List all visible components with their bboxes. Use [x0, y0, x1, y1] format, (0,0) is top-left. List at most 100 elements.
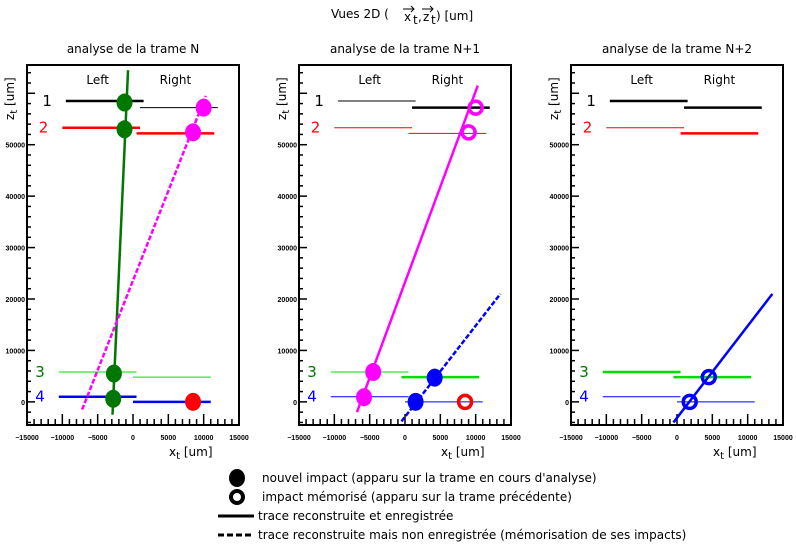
x-tick-label: −5000 — [88, 435, 108, 442]
impact-new — [185, 123, 202, 142]
x-tick-label: −15000 — [559, 435, 583, 442]
x-tick-label: −15000 — [287, 435, 311, 442]
impact-new — [105, 389, 122, 408]
x-tick-label: −10000 — [51, 435, 75, 442]
side-label-left: Left — [358, 73, 381, 87]
plane-4: 4 — [307, 388, 483, 406]
side-label-right: Right — [432, 73, 464, 87]
x-axis-label: xt [um] — [441, 445, 485, 462]
y-tick-label: 50000 — [550, 143, 570, 150]
plane-2: 2 — [583, 119, 759, 137]
impact-memorized — [456, 393, 474, 411]
title-z-sub: t — [431, 13, 436, 27]
impact-new — [407, 392, 424, 411]
x-tick-label: 0 — [403, 435, 407, 442]
y-axis-label-unit: [um] — [275, 77, 289, 109]
plane-label: 2 — [583, 119, 593, 137]
plane-label: 4 — [307, 388, 317, 406]
plot-frame — [26, 64, 240, 426]
plane-3: 3 — [579, 363, 752, 381]
impact-new — [195, 98, 212, 117]
title-x: x — [404, 10, 411, 24]
x-tick-label: 10000 — [738, 435, 758, 442]
plot-frame — [298, 64, 512, 426]
legend-label: nouvel impact (apparu sur la trame en co… — [262, 471, 597, 485]
y-tick-label: 10000 — [550, 348, 570, 355]
y-axis-label-unit: [um] — [3, 77, 17, 109]
impact-new — [426, 368, 443, 387]
y-axis-label-sub: t — [553, 110, 564, 114]
y-tick-label: 10000 — [6, 348, 26, 355]
open-circle-icon — [229, 489, 245, 505]
x-tick-label: −5000 — [360, 435, 380, 442]
title-z: z — [423, 10, 429, 24]
legend-item: trace reconstruite et enregistrée — [218, 509, 453, 523]
y-tick-label: 20000 — [6, 297, 26, 304]
x-axis-label: xt [um] — [169, 445, 213, 462]
y-tick-label: 0 — [565, 400, 569, 407]
panel-title: analyse de la trame N+1 — [330, 42, 480, 56]
plane-label: 2 — [39, 119, 49, 137]
title-suffix: ) [um] — [436, 9, 473, 23]
y-tick-label: 20000 — [550, 297, 570, 304]
track-dashed — [80, 95, 207, 411]
panel-title: analyse de la trame N — [67, 42, 199, 56]
vector-arrow-icon — [403, 5, 434, 13]
title-x-sub: t — [413, 13, 418, 27]
y-tick-label: 40000 — [550, 194, 570, 201]
x-axis-label-var: x — [169, 445, 176, 459]
plane-label: 1 — [314, 92, 324, 110]
impact-memorized — [460, 124, 477, 141]
impact-new — [185, 392, 202, 411]
x-tick-label: 10000 — [194, 435, 214, 442]
x-tick-label: −5000 — [632, 435, 652, 442]
panel-3: analyse de la trame N+2 −15000 −10000 −5000… — [547, 42, 793, 462]
plane-3: 3 — [307, 363, 480, 381]
panel-title: analyse de la trame N+2 — [602, 42, 752, 56]
y-tick-label: 0 — [21, 400, 25, 407]
plane-label: 1 — [42, 92, 52, 110]
plane-1: 1 — [314, 92, 490, 110]
impact-memorized — [681, 393, 698, 411]
track-dashed — [400, 293, 502, 423]
impact-new — [356, 388, 373, 407]
figure-title: Vues 2D ( x t , z t ) [um] — [331, 5, 473, 27]
impact-memorized — [467, 99, 484, 116]
panel-1: analyse de la trame N −15000 −10000 −5000 0 5… — [3, 42, 249, 462]
legend-label: trace reconstruite mais non enregistrée … — [258, 528, 686, 542]
plane-1: 1 — [586, 92, 762, 110]
x-tick-label: 10000 — [466, 435, 486, 442]
y-axis-label: zt [um] — [547, 77, 564, 120]
x-axis-label-unit: [um] — [452, 445, 484, 459]
y-tick-label: 50000 — [278, 143, 298, 150]
track-solid — [355, 85, 479, 413]
legend: nouvel impact (apparu sur la trame en co… — [218, 469, 686, 542]
plane-4: 4 — [35, 388, 211, 406]
impact-memorized — [700, 368, 718, 386]
legend-item: impact mémorisé (apparu sur la trame pré… — [229, 489, 572, 505]
plane-3: 3 — [35, 363, 211, 381]
x-axis-label-sub: t — [720, 451, 724, 462]
y-axis-label-var: z — [3, 114, 17, 120]
plane-label: 3 — [307, 363, 317, 381]
plane-label: 2 — [311, 119, 321, 137]
legend-label: impact mémorisé (apparu sur la trame pré… — [262, 490, 572, 504]
x-tick-label: 15000 — [229, 435, 249, 442]
y-axis-label-var: z — [547, 114, 561, 120]
track-solid — [672, 293, 774, 424]
x-axis-label-sub: t — [176, 451, 180, 462]
y-tick-label: 10000 — [278, 348, 298, 355]
y-tick-label: 40000 — [6, 194, 26, 201]
y-axis-label: zt [um] — [275, 77, 292, 120]
x-axis-label-var: x — [441, 445, 448, 459]
x-tick-label: 5000 — [705, 435, 721, 442]
x-tick-label: 0 — [131, 435, 135, 442]
y-axis-label-sub: t — [281, 110, 292, 114]
x-tick-label: −10000 — [323, 435, 347, 442]
side-label-left: Left — [86, 73, 109, 87]
x-tick-label: 15000 — [501, 435, 521, 442]
impact-new — [116, 120, 133, 139]
legend-item: nouvel impact (apparu sur la trame en co… — [229, 469, 597, 487]
x-tick-label: −15000 — [15, 435, 39, 442]
x-tick-label: −10000 — [595, 435, 619, 442]
